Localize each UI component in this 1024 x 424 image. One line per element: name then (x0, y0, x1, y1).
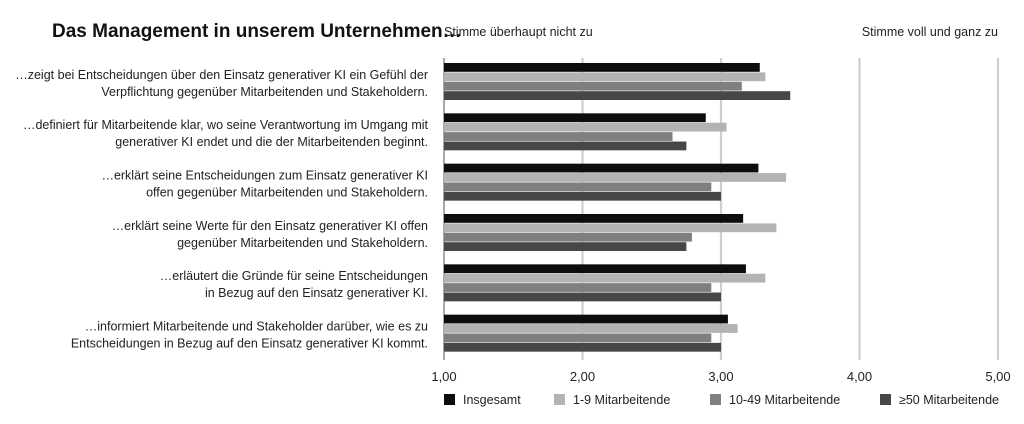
x-tick-label: 5,00 (985, 369, 1010, 384)
bar (444, 264, 746, 274)
category-label: …erklärt seine Entscheidungen zum Einsat… (101, 168, 428, 199)
x-tick-label: 4,00 (847, 369, 872, 384)
legend-label: 1-9 Mitarbeitende (573, 393, 670, 407)
bar (444, 122, 727, 132)
x-tick-label: 3,00 (708, 369, 733, 384)
bar (444, 132, 673, 141)
bar (444, 173, 787, 182)
legend-swatch (554, 394, 565, 405)
bar (444, 292, 721, 302)
x-axis-ticks: 1,00 2,00 3,00 4,00 5,00 (431, 369, 1010, 384)
category-label: …zeigt bei Entscheidungen über den Einsa… (15, 68, 428, 99)
category-labels: …zeigt bei Entscheidungen über den Einsa… (15, 68, 428, 351)
scale-right-label: Stimme voll und ganz zu (862, 25, 998, 39)
legend: Insgesamt 1-9 Mitarbeitende 10-49 Mitarbei… (444, 393, 999, 407)
chart-title: Das Management in unserem Unternehmen… (52, 21, 462, 42)
bar (444, 91, 791, 100)
legend-swatch (444, 394, 455, 405)
bar (444, 182, 712, 192)
legend-swatch (880, 394, 891, 405)
bar (444, 314, 728, 324)
legend-label: 10-49 Mitarbeitende (729, 393, 840, 407)
bar (444, 232, 692, 242)
bar (444, 283, 712, 292)
bar (444, 63, 760, 72)
category-label: …erläutert die Gründe für seine Entschei… (160, 269, 428, 300)
bar (444, 214, 744, 223)
legend-swatch (710, 394, 721, 405)
bar (444, 342, 721, 352)
x-tick-label: 2,00 (570, 369, 595, 384)
bar (444, 141, 687, 151)
legend-label: Insgesamt (463, 393, 521, 407)
legend-label: ≥50 Mitarbeitende (899, 393, 999, 407)
bar (444, 191, 721, 201)
gridlines (443, 58, 1000, 360)
category-label: …informiert Mitarbeitende und Stakeholde… (71, 319, 428, 350)
category-label: …erklärt seine Werte für den Einsatz gen… (112, 219, 428, 250)
bar (444, 273, 766, 283)
scale-left-label: Stimme überhaupt nicht zu (444, 25, 593, 39)
x-tick-label: 1,00 (431, 369, 456, 384)
bar (444, 333, 712, 343)
bar (444, 113, 706, 123)
bars (444, 63, 791, 352)
bar (444, 223, 777, 233)
bar (444, 242, 687, 251)
bar (444, 324, 738, 333)
bar (444, 81, 742, 91)
bar (444, 72, 766, 82)
category-label: …definiert für Mitarbeitende klar, wo se… (23, 118, 429, 149)
bar (444, 163, 759, 173)
